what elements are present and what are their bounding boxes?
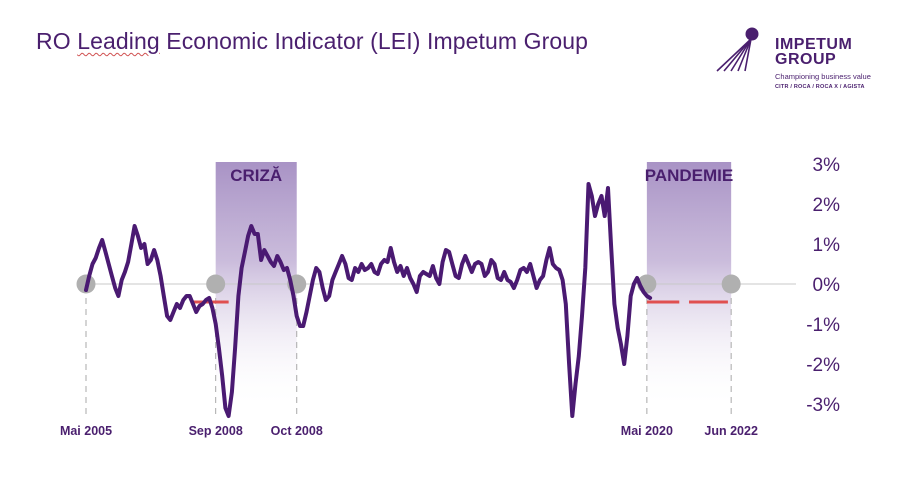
y-tick-label: 1% (813, 235, 841, 256)
y-tick-label: 0% (813, 275, 841, 296)
logo-tagline: Championing business value (775, 72, 871, 81)
impetum-logo: IMPETUM GROUP Championing business value … (712, 22, 882, 102)
x-marker-label-3: Oct 2008 (271, 424, 323, 438)
impetum-logo-mark-icon (716, 27, 759, 72)
x-marker-label-1: Mai 2005 (60, 424, 112, 438)
chart-title: RO Leading Economic Indicator (LEI) Impe… (36, 28, 588, 55)
y-tick-label: -3% (806, 395, 840, 416)
x-marker-label-2: Sep 2008 (189, 424, 243, 438)
shaded-period-1 (215, 162, 297, 410)
shaded-period-label-2: PANDEMIE (645, 166, 733, 185)
title-prefix: RO (36, 28, 78, 54)
title-spellcheck-word: Leading (77, 28, 160, 54)
logo-subtagline: CITR / ROCA / ROCA X / AGISTA (775, 84, 865, 90)
logo-wordmark: IMPETUM GROUP (775, 36, 853, 68)
marker-circle-2 (206, 274, 226, 294)
title-suffix: Economic Indicator (LEI) Impetum Group (159, 28, 589, 54)
series-line-lei (84, 182, 653, 418)
y-tick-label: -2% (806, 355, 840, 376)
marker-circle-5 (721, 274, 741, 294)
y-tick-label: 2% (813, 195, 841, 216)
x-marker-label-5: Jun 2022 (704, 424, 758, 438)
shaded-period-2 (646, 162, 732, 410)
x-marker-label-4: Mai 2020 (621, 424, 673, 438)
shaded-period-label-1: CRIZĂ (230, 166, 282, 185)
y-tick-label: -1% (806, 315, 840, 336)
y-tick-label: 3% (813, 155, 841, 176)
